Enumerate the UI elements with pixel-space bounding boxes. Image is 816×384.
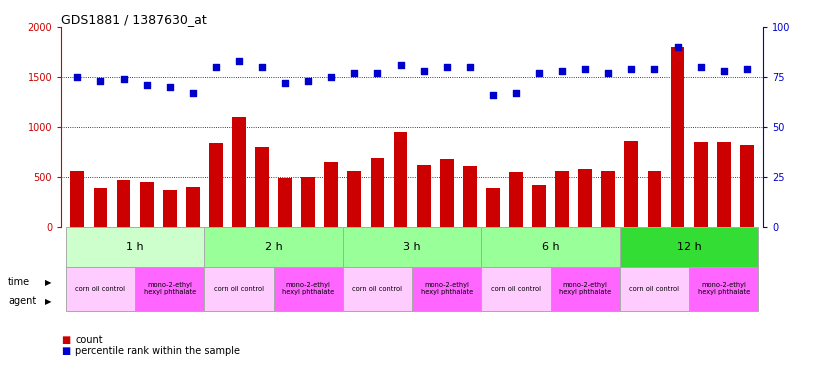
Bar	[481, 227, 620, 266]
Point	[186, 90, 199, 96]
Bar	[186, 187, 200, 227]
Bar	[716, 142, 730, 227]
Point	[233, 58, 246, 64]
Bar	[135, 266, 204, 311]
Point	[325, 74, 338, 80]
Bar	[94, 188, 108, 227]
Bar	[209, 143, 223, 227]
Text: mono-2-ethyl
hexyl phthalate: mono-2-ethyl hexyl phthalate	[420, 282, 472, 295]
Text: 1 h: 1 h	[126, 242, 144, 252]
Bar	[624, 141, 638, 227]
Point	[371, 70, 384, 76]
Text: corn oil control: corn oil control	[629, 286, 680, 292]
Point	[740, 66, 753, 72]
Point	[579, 66, 592, 72]
Point	[417, 68, 430, 74]
Bar	[532, 185, 546, 227]
Bar	[140, 182, 153, 227]
Text: 2 h: 2 h	[264, 242, 282, 252]
Point	[694, 64, 707, 70]
Point	[255, 64, 268, 70]
Bar	[324, 162, 338, 227]
Point	[463, 64, 477, 70]
Point	[348, 70, 361, 76]
Bar	[117, 180, 131, 227]
Text: count: count	[75, 335, 103, 345]
Point	[278, 80, 291, 86]
Point	[671, 44, 684, 50]
Bar	[555, 171, 569, 227]
Bar	[579, 169, 592, 227]
Text: corn oil control: corn oil control	[214, 286, 264, 292]
Bar	[417, 165, 431, 227]
Point	[440, 64, 453, 70]
Bar	[740, 145, 754, 227]
Bar	[551, 266, 620, 311]
Bar	[278, 178, 292, 227]
Point	[601, 70, 614, 76]
Text: ▶: ▶	[45, 297, 51, 306]
Bar	[620, 266, 689, 311]
Point	[210, 64, 223, 70]
Bar	[301, 177, 315, 227]
Text: agent: agent	[8, 296, 37, 306]
Point	[509, 90, 522, 96]
Bar	[255, 147, 269, 227]
Text: GDS1881 / 1387630_at: GDS1881 / 1387630_at	[61, 13, 207, 26]
Bar	[204, 266, 273, 311]
Text: corn oil control: corn oil control	[353, 286, 402, 292]
Bar	[232, 117, 246, 227]
Point	[556, 68, 569, 74]
Text: mono-2-ethyl
hexyl phthalate: mono-2-ethyl hexyl phthalate	[559, 282, 611, 295]
Bar	[486, 188, 499, 227]
Point	[117, 76, 130, 82]
Bar	[412, 266, 481, 311]
Bar	[66, 266, 135, 311]
Point	[625, 66, 638, 72]
Bar	[370, 158, 384, 227]
Text: 3 h: 3 h	[403, 242, 421, 252]
Bar	[348, 171, 361, 227]
Text: mono-2-ethyl
hexyl phthalate: mono-2-ethyl hexyl phthalate	[144, 282, 196, 295]
Bar	[393, 132, 407, 227]
Bar	[440, 159, 454, 227]
Text: corn oil control: corn oil control	[491, 286, 541, 292]
Text: mono-2-ethyl
hexyl phthalate: mono-2-ethyl hexyl phthalate	[698, 282, 750, 295]
Bar	[463, 166, 477, 227]
Bar	[671, 47, 685, 227]
Text: ■: ■	[61, 346, 70, 356]
Bar	[481, 266, 551, 311]
Text: ■: ■	[61, 335, 70, 345]
Text: corn oil control: corn oil control	[75, 286, 126, 292]
Bar	[343, 227, 481, 266]
Point	[140, 82, 153, 88]
Bar	[162, 190, 176, 227]
Point	[394, 62, 407, 68]
Text: percentile rank within the sample: percentile rank within the sample	[75, 346, 240, 356]
Bar	[601, 171, 615, 227]
Text: ▶: ▶	[45, 278, 51, 287]
Point	[717, 68, 730, 74]
Bar	[620, 227, 758, 266]
Text: 6 h: 6 h	[542, 242, 560, 252]
Bar	[689, 266, 758, 311]
Text: 12 h: 12 h	[676, 242, 702, 252]
Text: time: time	[8, 277, 30, 287]
Bar	[273, 266, 343, 311]
Point	[648, 66, 661, 72]
Point	[302, 78, 315, 84]
Bar	[66, 227, 204, 266]
Bar	[204, 227, 343, 266]
Point	[163, 84, 176, 90]
Point	[94, 78, 107, 84]
Bar	[648, 171, 662, 227]
Point	[71, 74, 84, 80]
Bar	[70, 171, 84, 227]
Point	[486, 92, 499, 98]
Bar	[509, 172, 523, 227]
Point	[533, 70, 546, 76]
Bar	[343, 266, 412, 311]
Text: mono-2-ethyl
hexyl phthalate: mono-2-ethyl hexyl phthalate	[282, 282, 335, 295]
Bar	[694, 142, 707, 227]
